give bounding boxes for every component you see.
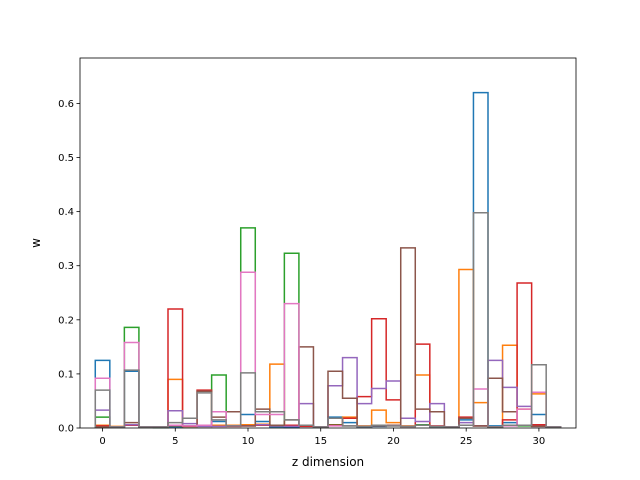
x-axis-ticks: 0 5 10 15 20 25 30 — [99, 428, 545, 447]
y-tick-label: 0.3 — [58, 261, 74, 272]
x-tick-label: 25 — [460, 436, 473, 447]
series-layer — [94, 91, 562, 429]
y-tick-label: 0.1 — [58, 369, 74, 380]
y-axis-ticks: 0.0 0.1 0.2 0.3 0.4 0.5 0.6 — [58, 99, 80, 435]
y-tick-label: 0.0 — [58, 424, 74, 435]
y-tick-label: 0.2 — [58, 315, 74, 326]
y-axis-label: w — [29, 238, 43, 248]
x-tick-label: 0 — [99, 436, 105, 447]
series-7-step-line — [94, 211, 562, 428]
x-tick-label: 15 — [314, 436, 327, 447]
y-tick-label: 0.5 — [58, 153, 74, 164]
x-tick-label: 5 — [172, 436, 178, 447]
x-tick-label: 10 — [242, 436, 255, 447]
x-axis-label: z dimension — [292, 455, 364, 469]
y-tick-label: 0.4 — [58, 207, 74, 218]
axes-frame — [79, 57, 577, 429]
x-tick-label: 30 — [533, 436, 546, 447]
series-5-step-line — [94, 247, 562, 428]
x-tick-label: 20 — [387, 436, 400, 447]
y-tick-label: 0.6 — [58, 99, 74, 110]
